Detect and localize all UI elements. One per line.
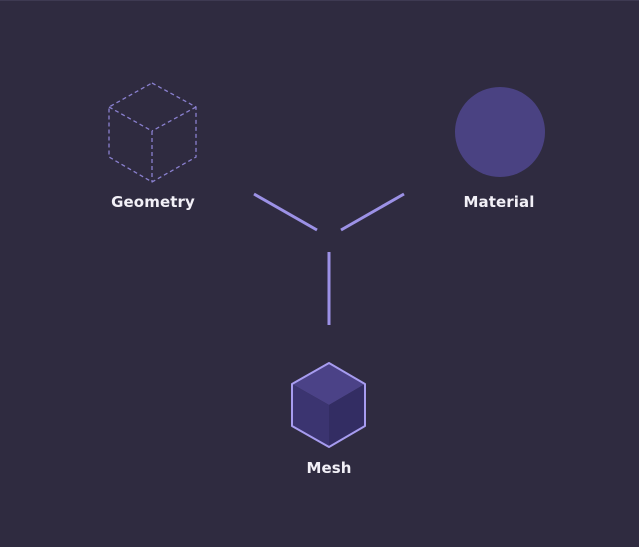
solid-circle-icon: [455, 87, 545, 177]
material-label: Material: [463, 193, 535, 211]
wireframe-cube-icon: [108, 82, 197, 183]
connector-lines: [253, 192, 405, 325]
solid-cube-icon: [291, 362, 366, 448]
mesh-label: Mesh: [306, 459, 352, 477]
geometry-connector: [253, 192, 318, 232]
material-connector: [340, 192, 405, 232]
geometry-label: Geometry: [111, 193, 195, 211]
